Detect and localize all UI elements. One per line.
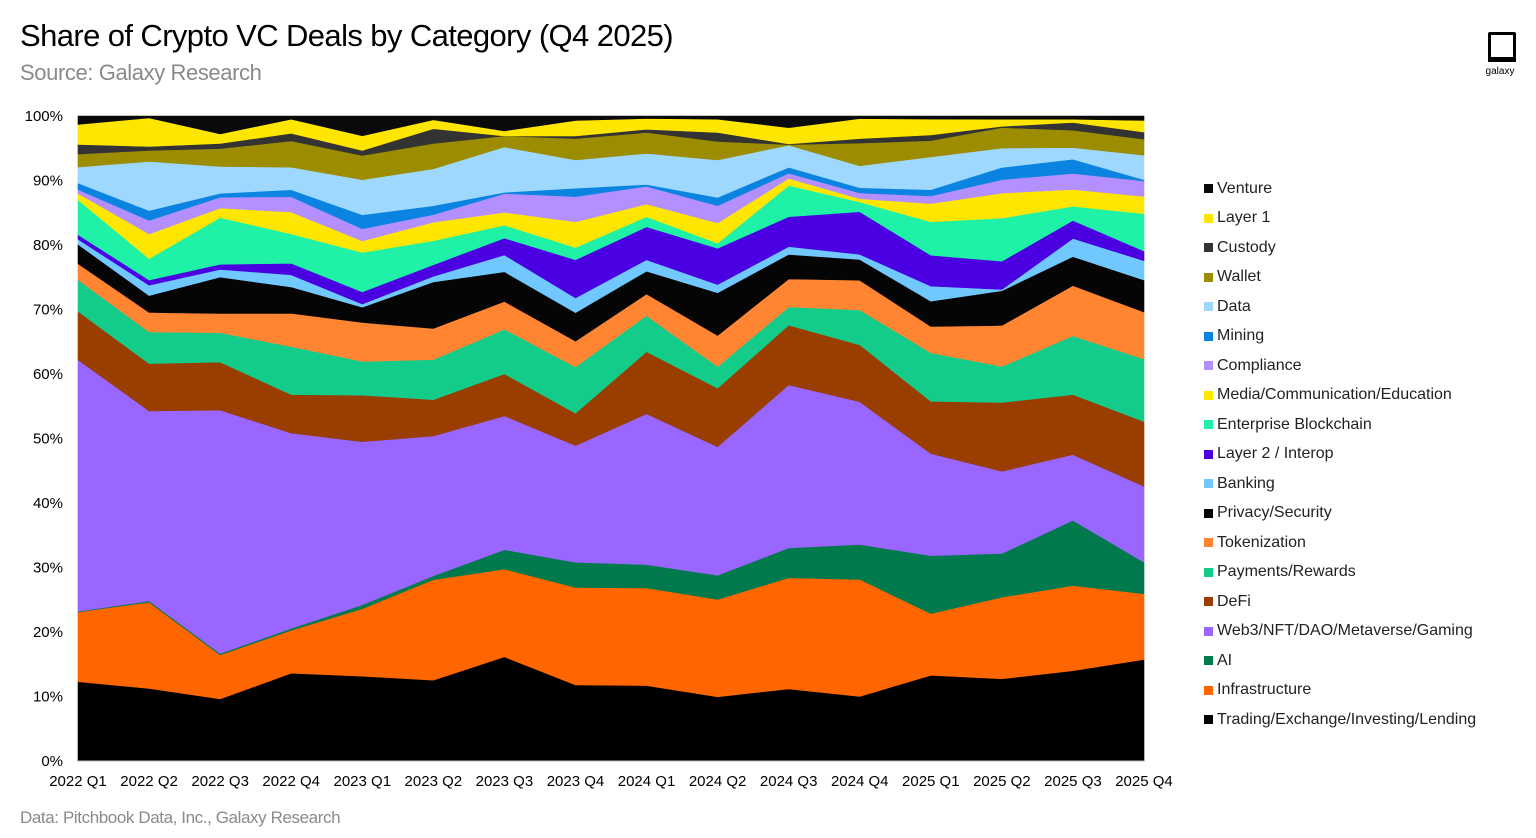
legend-label: Data bbox=[1217, 297, 1251, 315]
x-tick-label: 2022 Q4 bbox=[262, 773, 320, 790]
chart-subtitle: Source: Galaxy Research bbox=[20, 60, 262, 85]
legend-label: Banking bbox=[1217, 474, 1275, 492]
legend-item: Payments/Rewards bbox=[1204, 558, 1534, 588]
y-tick-label: 20% bbox=[33, 624, 63, 641]
x-tick-label: 2024 Q1 bbox=[618, 773, 676, 790]
legend-label: Web3/NFT/DAO/Metaverse/Gaming bbox=[1217, 622, 1473, 640]
y-tick-label: 50% bbox=[33, 431, 63, 448]
legend-label: Media/Communication/Education bbox=[1217, 386, 1452, 404]
y-tick-label: 0% bbox=[41, 753, 63, 770]
legend-label: Tokenization bbox=[1217, 533, 1306, 551]
x-tick-label: 2025 Q2 bbox=[973, 773, 1031, 790]
y-tick-label: 90% bbox=[33, 173, 63, 190]
legend-label: Custody bbox=[1217, 238, 1276, 256]
legend-item: Layer 2 / Interop bbox=[1204, 440, 1534, 470]
legend-label: Enterprise Blockchain bbox=[1217, 415, 1372, 433]
y-tick-label: 80% bbox=[33, 237, 63, 254]
x-tick-label: 2025 Q4 bbox=[1115, 773, 1173, 790]
legend-item: Venture bbox=[1204, 174, 1534, 204]
legend-item: Data bbox=[1204, 292, 1534, 322]
legend-swatch bbox=[1204, 272, 1213, 282]
legend-label: Layer 1 bbox=[1217, 209, 1271, 227]
y-tick-label: 60% bbox=[33, 366, 63, 383]
legend-swatch bbox=[1204, 213, 1213, 223]
x-tick-label: 2025 Q1 bbox=[902, 773, 960, 790]
galaxy-logo: galaxy bbox=[1483, 32, 1519, 78]
legend-swatch bbox=[1204, 184, 1213, 194]
legend-item: Layer 1 bbox=[1204, 204, 1534, 234]
legend-swatch bbox=[1204, 538, 1213, 548]
logo-icon bbox=[1488, 32, 1516, 62]
legend-item: Web3/NFT/DAO/Metaverse/Gaming bbox=[1204, 617, 1534, 647]
legend-item: Privacy/Security bbox=[1204, 499, 1534, 529]
legend-swatch bbox=[1204, 626, 1213, 636]
legend-item: Infrastructure bbox=[1204, 676, 1534, 706]
legend-label: Layer 2 / Interop bbox=[1217, 445, 1334, 463]
legend-swatch bbox=[1204, 361, 1213, 371]
legend-item: DeFi bbox=[1204, 587, 1534, 617]
legend-swatch bbox=[1204, 302, 1213, 312]
legend-swatch bbox=[1204, 420, 1213, 430]
x-tick-label: 2022 Q3 bbox=[191, 773, 249, 790]
x-tick-label: 2023 Q1 bbox=[333, 773, 391, 790]
x-tick-label: 2022 Q2 bbox=[120, 773, 178, 790]
legend-label: AI bbox=[1217, 651, 1233, 669]
legend-swatch bbox=[1204, 508, 1213, 518]
x-tick-label: 2022 Q1 bbox=[49, 773, 107, 790]
legend-label: Compliance bbox=[1217, 356, 1302, 374]
x-tick-label: 2023 Q4 bbox=[547, 773, 605, 790]
area-series-venture bbox=[77, 115, 1145, 137]
legend-item: Trading/Exchange/Investing/Lending bbox=[1204, 705, 1534, 735]
x-tick-label: 2024 Q4 bbox=[831, 773, 889, 790]
legend-item: Compliance bbox=[1204, 351, 1534, 381]
chart-legend: Venture Layer 1 Custody Wallet Data Mining Com… bbox=[1204, 174, 1534, 735]
y-tick-label: 10% bbox=[33, 689, 63, 706]
x-tick-label: 2024 Q3 bbox=[760, 773, 818, 790]
legend-label: Payments/Rewards bbox=[1217, 563, 1356, 581]
y-tick-label: 70% bbox=[33, 302, 63, 319]
legend-label: Privacy/Security bbox=[1217, 504, 1332, 522]
legend-swatch bbox=[1204, 597, 1213, 607]
legend-item: Enterprise Blockchain bbox=[1204, 410, 1534, 440]
legend-swatch bbox=[1204, 243, 1213, 253]
legend-item: Media/Communication/Education bbox=[1204, 381, 1534, 411]
y-tick-label: 40% bbox=[33, 495, 63, 512]
legend-swatch bbox=[1204, 567, 1213, 577]
legend-label: Venture bbox=[1217, 179, 1273, 197]
legend-label: Wallet bbox=[1217, 268, 1261, 286]
x-tick-label: 2023 Q2 bbox=[405, 773, 463, 790]
y-tick-label: 100% bbox=[25, 108, 63, 125]
legend-swatch bbox=[1204, 685, 1213, 695]
legend-swatch bbox=[1204, 449, 1213, 459]
legend-item: AI bbox=[1204, 646, 1534, 676]
x-tick-label: 2024 Q2 bbox=[689, 773, 747, 790]
legend-swatch bbox=[1204, 479, 1213, 489]
legend-label: Infrastructure bbox=[1217, 681, 1312, 699]
legend-swatch bbox=[1204, 390, 1213, 400]
legend-label: Mining bbox=[1217, 327, 1265, 345]
legend-swatch bbox=[1204, 656, 1213, 666]
footer-note: Data: Pitchbook Data, Inc., Galaxy Resea… bbox=[20, 808, 341, 827]
legend-swatch bbox=[1204, 715, 1213, 725]
legend-item: Custody bbox=[1204, 233, 1534, 263]
legend-item: Wallet bbox=[1204, 263, 1534, 293]
x-tick-label: 2023 Q3 bbox=[476, 773, 534, 790]
y-tick-label: 30% bbox=[33, 560, 63, 577]
legend-item: Mining bbox=[1204, 322, 1534, 352]
logo-text: galaxy bbox=[1485, 66, 1515, 77]
legend-label: Trading/Exchange/Investing/Lending bbox=[1217, 710, 1477, 728]
legend-item: Banking bbox=[1204, 469, 1534, 499]
chart-title: Share of Crypto VC Deals by Category (Q4… bbox=[20, 18, 674, 53]
legend-label: DeFi bbox=[1217, 592, 1251, 610]
x-tick-label: 2025 Q3 bbox=[1044, 773, 1102, 790]
legend-item: Tokenization bbox=[1204, 528, 1534, 558]
legend-swatch bbox=[1204, 331, 1213, 341]
